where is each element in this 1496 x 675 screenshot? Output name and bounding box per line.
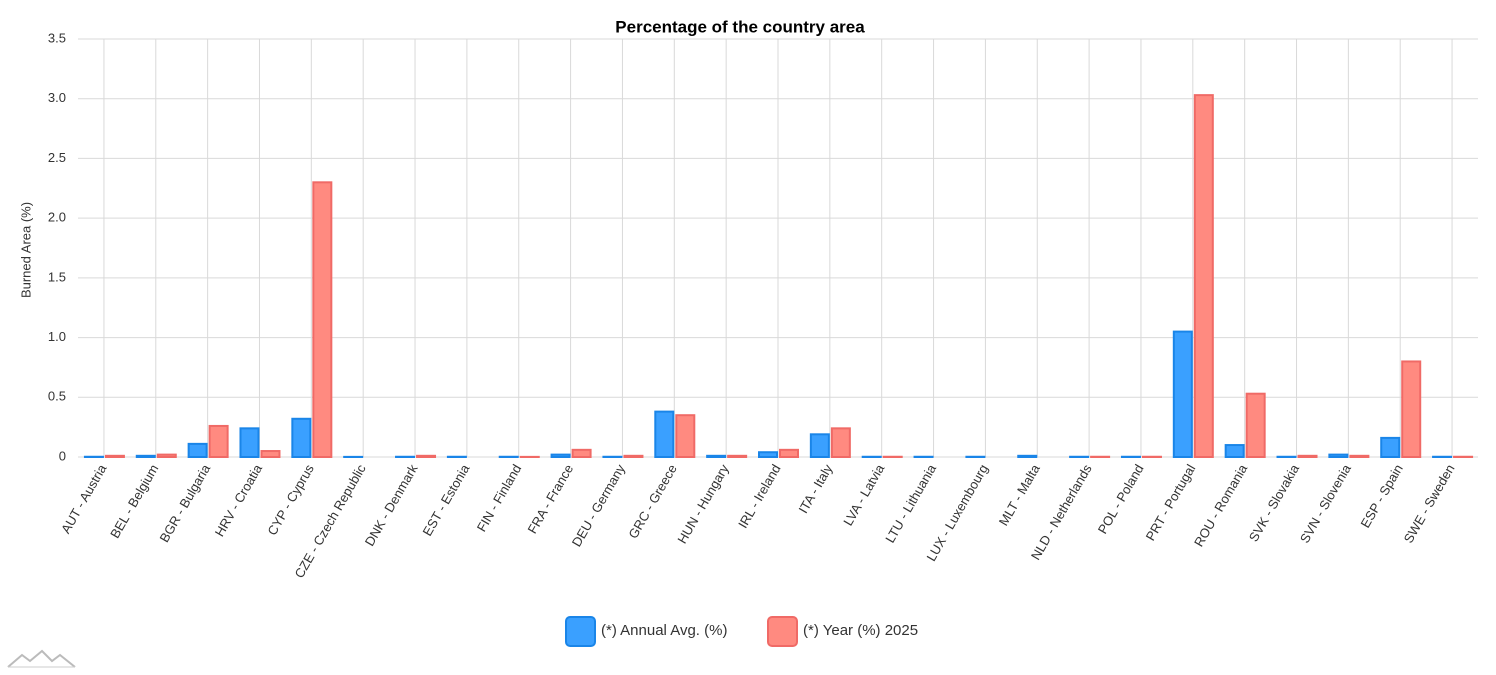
x-tick-label: LVA - Latvia [840, 461, 887, 528]
bar [1245, 392, 1266, 458]
bar [187, 442, 208, 458]
chart-title: Percentage of the country area [615, 17, 865, 36]
bar [1017, 454, 1038, 459]
x-tick-label: AUT - Austria [58, 461, 110, 536]
x-tick-label: FRA - France [525, 462, 577, 536]
x-tick-label: SVK - Slovakia [1246, 461, 1303, 544]
x-tick-label: IRL - Ireland [735, 462, 784, 531]
x-tick-label: LTU - Lithuania [882, 461, 939, 545]
x-tick-label: POL - Poland [1095, 462, 1147, 537]
y-tick-label: 3.0 [48, 90, 66, 105]
bar [1328, 453, 1349, 458]
bar [239, 427, 260, 458]
bar [675, 414, 696, 459]
bar [830, 427, 851, 458]
logo [7, 649, 76, 668]
x-tick-label: BEL - Belgium [107, 462, 161, 541]
y-tick-label: 0 [59, 448, 66, 463]
x-tick-label: PRT - Portugal [1143, 462, 1199, 544]
x-tick-label: ITA - Italy [795, 461, 835, 516]
bar [135, 454, 156, 459]
y-tick-label: 2.5 [48, 150, 66, 165]
x-tick-label: BGR - Bulgaria [157, 461, 214, 545]
bar [779, 448, 799, 459]
bar [1297, 454, 1318, 459]
x-tick-label: DNK - Denmark [362, 461, 421, 548]
bar [312, 181, 333, 458]
x-tick-label: SVN - Slovenia [1297, 461, 1354, 546]
y-axis-label: Burned Area (%) [18, 202, 33, 298]
bar [416, 454, 437, 459]
y-tick-label: 1.0 [48, 329, 66, 344]
bar [156, 453, 177, 458]
legend-label[interactable]: (*) Annual Avg. (%) [601, 622, 727, 639]
legend-swatch[interactable] [767, 616, 798, 647]
x-tick-label: HUN - Hungary [674, 461, 732, 546]
x-tick-label: EST - Estonia [419, 461, 472, 538]
bar [809, 433, 830, 458]
x-tick-label: FIN - Finland [474, 462, 525, 535]
bar [1193, 94, 1214, 458]
bar [550, 453, 571, 458]
bar [654, 410, 675, 459]
x-tick-label: CYP - Cyprus [264, 461, 317, 538]
bar [706, 454, 727, 459]
legend-label[interactable]: (*) Year (%) 2025 [803, 622, 918, 639]
bar [1380, 436, 1401, 458]
bar [623, 454, 644, 459]
bar [758, 451, 778, 459]
x-tick-label: ESP - Spain [1358, 462, 1406, 531]
y-tick-label: 1.5 [48, 269, 66, 284]
bar [1172, 330, 1193, 459]
x-tick-label: DEU - Germany [569, 461, 628, 549]
legend-swatch[interactable] [565, 616, 596, 647]
y-tick-label: 0.5 [48, 389, 66, 404]
y-tick-label: 2.0 [48, 210, 66, 225]
bar [291, 417, 312, 459]
bar [104, 454, 125, 459]
bar [727, 454, 748, 459]
bar [1401, 360, 1422, 459]
x-tick-label: SWE - Sweden [1401, 462, 1458, 546]
bar [1349, 454, 1370, 459]
bar [260, 450, 281, 458]
x-tick-label: HRV - Croatia [212, 461, 266, 539]
y-tick-label: 3.5 [48, 30, 66, 45]
bar [1224, 444, 1245, 458]
x-tick-label: ROU - Romania [1191, 461, 1251, 549]
x-tick-label: GRC - Greece [625, 462, 680, 541]
x-tick-label: MLT - Malta [996, 461, 1043, 528]
bar [571, 448, 592, 459]
bar [208, 424, 229, 459]
